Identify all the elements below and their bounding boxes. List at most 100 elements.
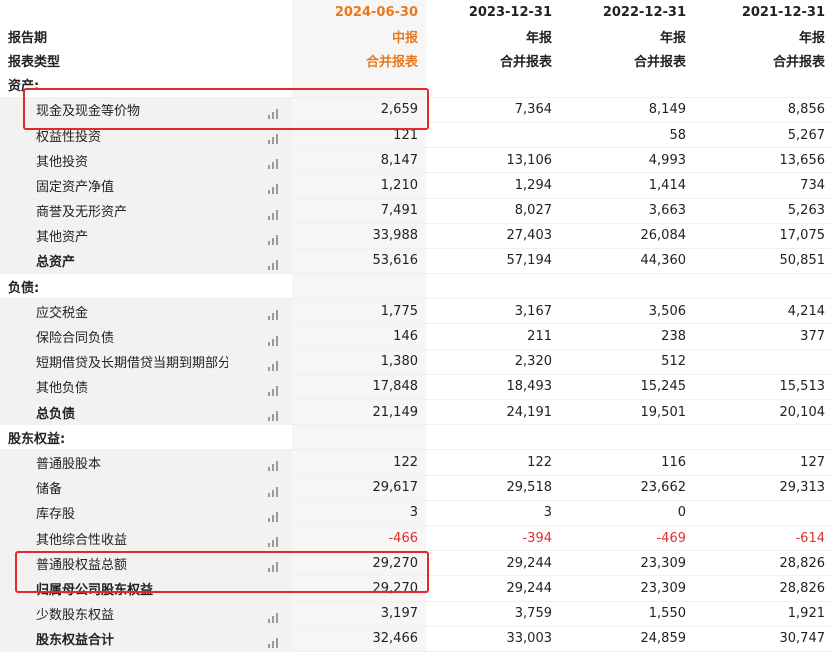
row-other-inv[interactable]: 其他投资 8,147 13,106 4,993 13,656 <box>0 147 831 174</box>
date-col-1[interactable]: 2024-06-30 <box>292 0 426 25</box>
row-label: 应交税金 <box>0 298 228 325</box>
value-cell: 3 <box>292 500 426 526</box>
row-equity-inv[interactable]: 权益性投资 121 58 5,267 <box>0 122 831 149</box>
header-type-row: 报表类型 合并报表 合并报表 合并报表 合并报表 <box>0 48 831 73</box>
value-cell: 23,662 <box>560 475 694 501</box>
value-cell: 24,191 <box>426 399 560 426</box>
bar-chart-icon[interactable] <box>266 305 278 321</box>
value-cell: 58 <box>560 122 694 149</box>
bar-chart-icon[interactable] <box>266 507 278 522</box>
row-other-assets[interactable]: 其他资产 33,988 27,403 26,084 17,075 <box>0 223 831 249</box>
row-label: 其他投资 <box>0 147 228 174</box>
value-cell: 734 <box>694 172 831 199</box>
bar-chart-icon[interactable] <box>266 356 278 371</box>
value-cell: 13,656 <box>694 147 831 174</box>
row-oci[interactable]: 其他综合性收益 -466 -394 -469 -614 <box>0 525 831 552</box>
value-cell: 7,491 <box>292 198 426 224</box>
value-cell: 1,380 <box>292 349 426 375</box>
row-goodwill[interactable]: 商誉及无形资产 7,491 8,027 3,663 5,263 <box>0 198 831 224</box>
value-cell <box>694 349 831 375</box>
row-label: 总资产 <box>0 248 228 275</box>
row-tax[interactable]: 应交税金 1,775 3,167 3,506 4,214 <box>0 298 831 325</box>
bar-chart-icon[interactable] <box>266 381 278 396</box>
row-common-equity[interactable]: 普通股权益总额 29,270 29,244 23,309 28,826 <box>0 550 831 577</box>
period-label: 报告期 <box>8 30 48 46</box>
value-cell: 122 <box>426 449 560 476</box>
value-cell: 8,147 <box>292 147 426 174</box>
bar-chart-icon[interactable] <box>266 482 278 497</box>
value-cell: 15,513 <box>694 374 831 401</box>
row-reserve[interactable]: 储备 29,617 29,518 23,662 29,313 <box>0 475 831 501</box>
bar-chart-icon[interactable] <box>266 406 278 422</box>
value-cell: 5,267 <box>694 122 831 149</box>
bar-chart-icon[interactable] <box>266 557 278 573</box>
row-total-assets[interactable]: 总资产 53,616 57,194 44,360 50,851 <box>0 248 831 275</box>
bar-chart-icon[interactable] <box>266 456 278 472</box>
row-fixed[interactable]: 固定资产净值 1,210 1,294 1,414 734 <box>0 172 831 199</box>
value-cell: 377 <box>694 323 831 350</box>
bar-chart-icon[interactable] <box>266 331 278 346</box>
row-label: 其他资产 <box>0 223 228 249</box>
value-cell: 18,493 <box>426 374 560 401</box>
value-cell: 8,027 <box>426 198 560 224</box>
row-label: 归属母公司股东权益 <box>0 575 228 602</box>
bar-chart-icon[interactable] <box>266 129 278 145</box>
bar-chart-icon[interactable] <box>266 255 278 270</box>
row-cash[interactable]: 现金及现金等价物 2,659 7,364 8,149 8,856 <box>0 97 831 123</box>
date-col-2[interactable]: 2023-12-31 <box>468 4 552 20</box>
period-col-3: 年报 <box>659 30 686 46</box>
value-cell: 17,848 <box>292 374 426 401</box>
value-cell: 146 <box>292 323 426 350</box>
value-cell: 8,149 <box>560 97 694 123</box>
value-cell: 29,313 <box>694 475 831 501</box>
date-col-3[interactable]: 2022-12-31 <box>602 4 686 20</box>
value-cell: 33,988 <box>292 223 426 249</box>
row-parent-equity[interactable]: 归属母公司股东权益 29,270 29,244 23,309 28,826 <box>0 575 831 602</box>
value-cell: 4,214 <box>694 298 831 325</box>
row-short-debt[interactable]: 短期借贷及长期借贷当期到期部分 1,380 2,320 512 <box>0 349 831 375</box>
row-common-stock[interactable]: 普通股股本 122 122 116 127 <box>0 449 831 476</box>
row-label: 总负债 <box>0 399 228 426</box>
bar-chart-icon[interactable] <box>266 608 278 623</box>
type-col-2: 合并报表 <box>499 54 552 70</box>
row-label: 其他综合性收益 <box>0 525 228 552</box>
value-cell: 32,466 <box>292 626 426 652</box>
period-col-2: 年报 <box>525 30 552 46</box>
bar-chart-icon[interactable] <box>266 633 278 648</box>
bar-chart-icon[interactable] <box>266 205 278 220</box>
row-insurance[interactable]: 保险合同负债 146 211 238 377 <box>0 323 831 350</box>
bar-chart-icon[interactable] <box>266 104 278 119</box>
row-label: 其他负债 <box>0 374 228 401</box>
value-cell: 17,075 <box>694 223 831 249</box>
bar-chart-icon[interactable] <box>266 230 278 245</box>
value-cell: 8,856 <box>694 97 831 123</box>
type-label: 报表类型 <box>8 54 61 70</box>
value-cell: 127 <box>694 449 831 476</box>
value-cell: 53,616 <box>292 248 426 275</box>
value-cell: 23,309 <box>560 575 694 602</box>
value-cell: 57,194 <box>426 248 560 275</box>
section-assets: 资产: <box>0 72 831 98</box>
value-cell: 211 <box>426 323 560 350</box>
row-treasury[interactable]: 库存股 3 3 0 <box>0 500 831 526</box>
value-cell: 3,759 <box>426 601 560 627</box>
row-other-liab[interactable]: 其他负债 17,848 18,493 15,245 15,513 <box>0 374 831 401</box>
row-total-equity[interactable]: 股东权益合计 32,466 33,003 24,859 30,747 <box>0 626 831 652</box>
bar-chart-icon[interactable] <box>266 154 278 170</box>
bar-chart-icon[interactable] <box>266 179 278 195</box>
value-cell: 7,364 <box>426 97 560 123</box>
row-label: 股东权益合计 <box>0 626 228 652</box>
row-label: 少数股东权益 <box>0 601 228 627</box>
bar-chart-icon[interactable] <box>266 532 278 548</box>
value-cell: 3,197 <box>292 601 426 627</box>
row-total-liab[interactable]: 总负债 21,149 24,191 19,501 20,104 <box>0 399 831 426</box>
row-minority[interactable]: 少数股东权益 3,197 3,759 1,550 1,921 <box>0 601 831 627</box>
value-cell: 23,309 <box>560 550 694 577</box>
value-cell: 1,775 <box>292 298 426 325</box>
value-cell: 26,084 <box>560 223 694 249</box>
value-cell: 28,826 <box>694 550 831 577</box>
value-cell: 24,859 <box>560 626 694 652</box>
value-cell: 29,244 <box>426 575 560 602</box>
date-col-4[interactable]: 2021-12-31 <box>741 4 825 20</box>
value-cell: 3,506 <box>560 298 694 325</box>
